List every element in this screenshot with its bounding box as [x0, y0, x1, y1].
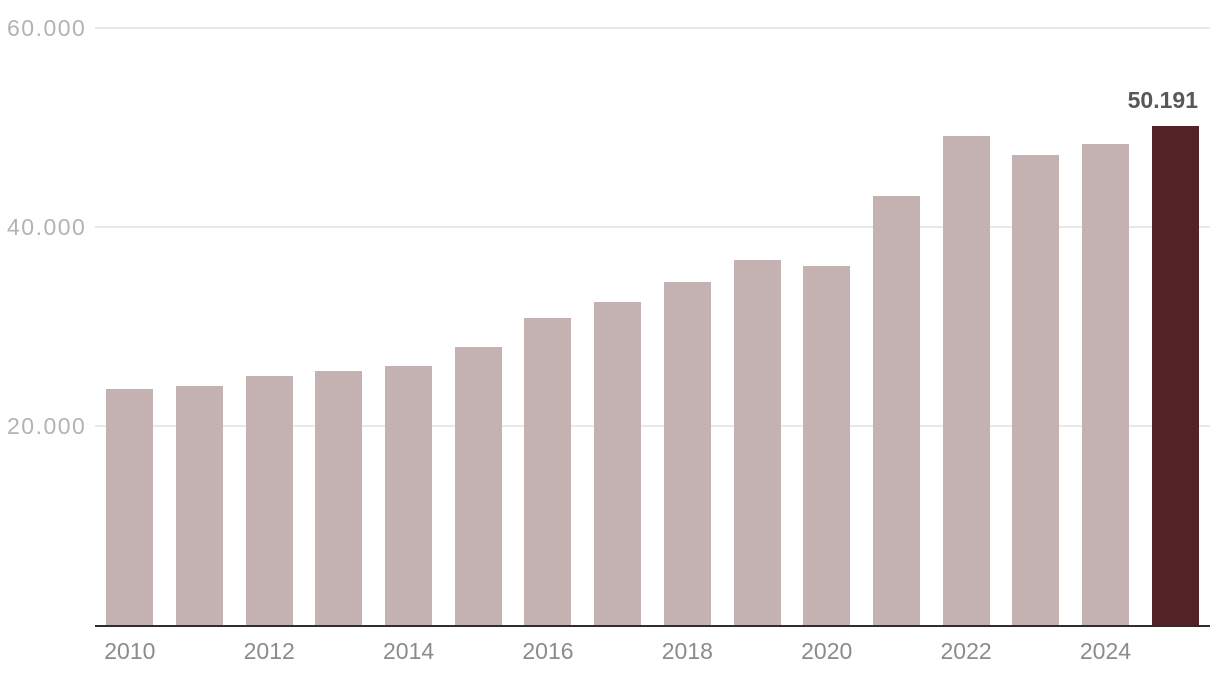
bar-2016: [524, 317, 572, 625]
bar-2019: [733, 259, 781, 625]
bar-2018: [663, 281, 711, 625]
bar-2025: [1151, 125, 1199, 625]
x-tick-label-2024: 2024: [1079, 638, 1132, 664]
y-tick-label: 60.000: [7, 15, 87, 41]
x-tick-label-2018: 2018: [661, 638, 713, 664]
gridline-20.000: [95, 425, 1210, 427]
y-tick-label: 20.000: [7, 413, 87, 439]
x-axis-line: [95, 625, 1210, 627]
x-tick-label-2012: 2012: [243, 638, 295, 664]
bar-2017: [594, 301, 642, 625]
x-tick-label-2010: 2010: [104, 638, 156, 664]
x-tick-label-2020: 2020: [801, 638, 853, 664]
x-tick-label-2016: 2016: [522, 638, 574, 664]
bar-2012: [245, 376, 293, 625]
gridline-60.000: [95, 27, 1210, 29]
bar-2014: [385, 366, 433, 625]
x-tick-label-2014: 2014: [383, 638, 435, 664]
bar-2024: [1081, 144, 1129, 625]
bar-2010: [106, 389, 154, 625]
bar-2022: [942, 136, 990, 625]
bar-2023: [1012, 155, 1060, 625]
bar-2011: [176, 386, 224, 625]
y-tick-label: 40.000: [7, 214, 87, 240]
gridline-40.000: [95, 226, 1210, 228]
bar-2013: [315, 371, 363, 625]
x-tick-label-2022: 2022: [940, 638, 992, 664]
bar-2021: [872, 196, 920, 625]
bar-2015: [454, 347, 502, 625]
highlight-value-label: 50.191: [1127, 87, 1198, 113]
bar-2020: [803, 265, 851, 625]
